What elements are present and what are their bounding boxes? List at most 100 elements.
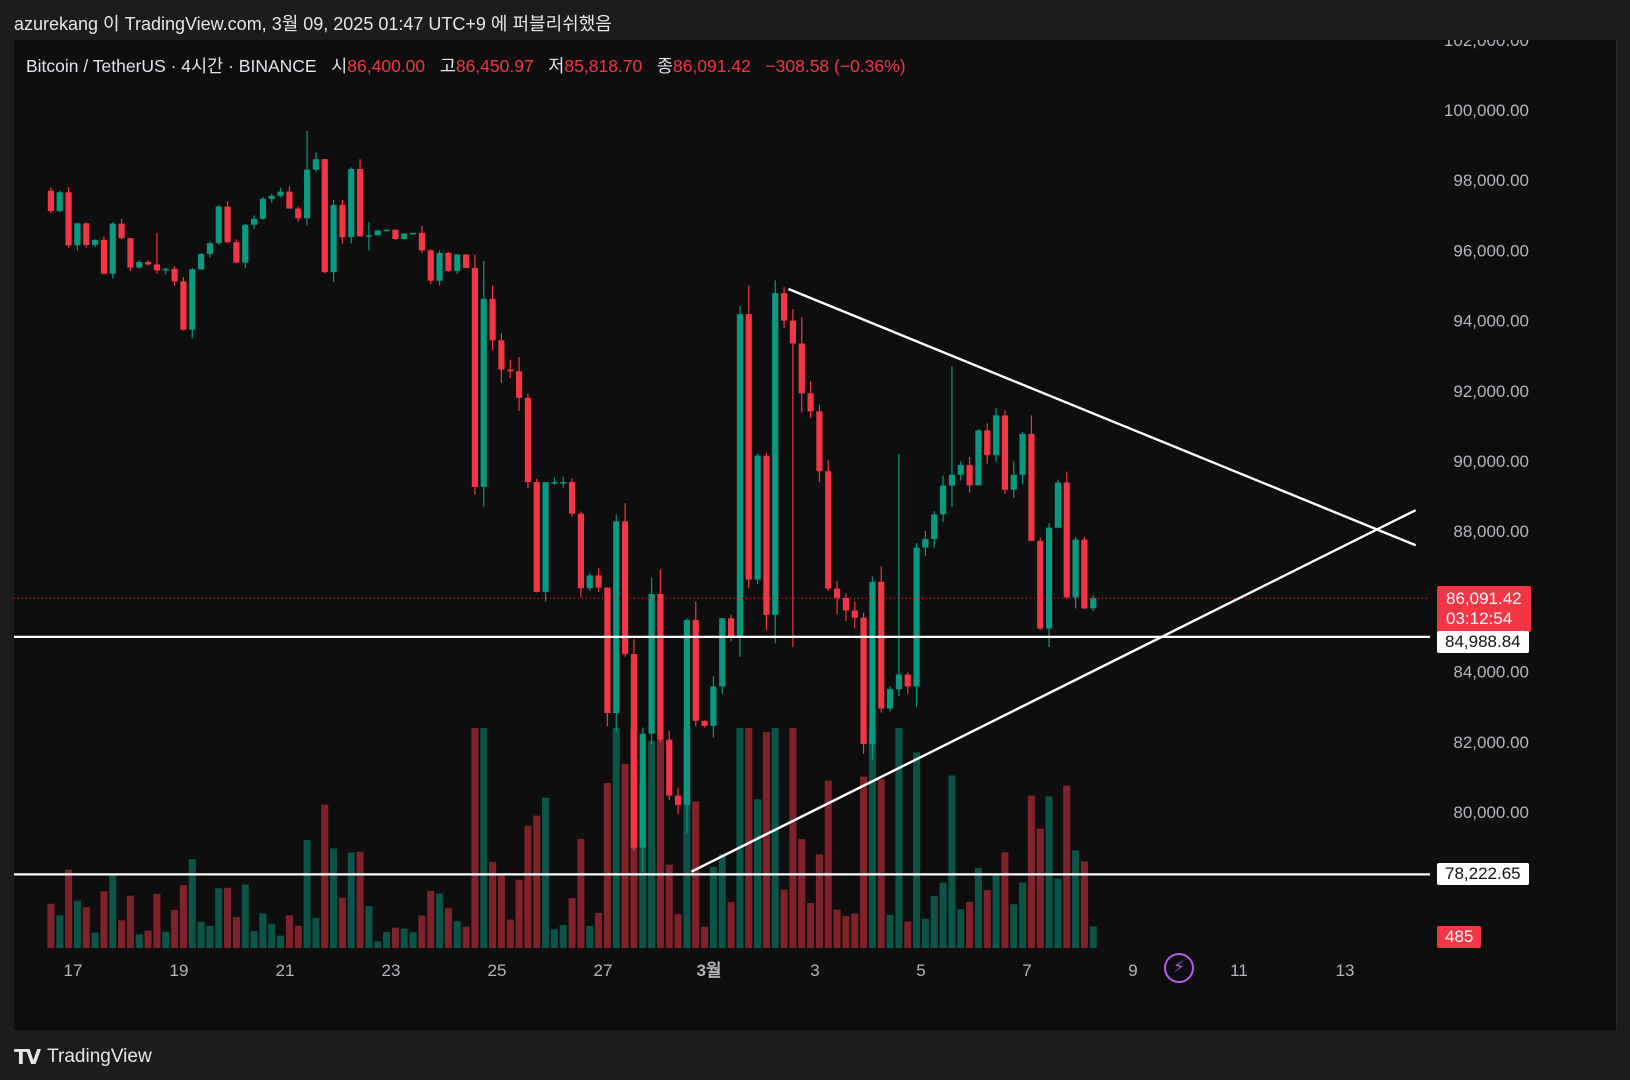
candle-body [127, 238, 134, 268]
high-label: 고 [439, 56, 456, 76]
candle-body [259, 198, 267, 219]
volume-bar [603, 782, 611, 948]
y-tick-label: 84,000.00 [1453, 663, 1529, 682]
y-tick-label: 90,000.00 [1453, 452, 1529, 471]
volume-bar [241, 884, 249, 948]
x-tick-label: 13 [1336, 961, 1355, 980]
y-tick-label: 82,000.00 [1453, 733, 1529, 752]
x-tick-label: 17 [64, 961, 83, 980]
candle-body [710, 686, 717, 726]
symbol-name[interactable]: Bitcoin / TetherUS · 4시간 · BINANCE [26, 56, 317, 76]
candle-body [91, 239, 99, 245]
candle-body [100, 239, 108, 274]
candle-body [374, 230, 381, 236]
volume-bar [144, 930, 152, 948]
volume-bar [506, 919, 514, 948]
volume-bar [47, 903, 55, 948]
brand-name: TradingView [47, 1046, 152, 1067]
candle-body [692, 619, 699, 721]
candle-body [233, 242, 240, 263]
volume-bar [383, 931, 391, 948]
volume-bar [1072, 850, 1080, 948]
volume-bar [259, 913, 267, 948]
volume-bar [453, 921, 461, 948]
volume-bar [656, 739, 664, 948]
candle-body [913, 547, 920, 687]
trendline-lower [690, 509, 1417, 873]
volume-bar [595, 912, 603, 948]
candle-body [321, 159, 328, 273]
volume-bar [1036, 828, 1044, 948]
volume-bar [559, 924, 567, 948]
candle-body [515, 371, 523, 398]
volume-bar [162, 931, 170, 948]
candle-body [1054, 482, 1062, 528]
x-tick-label: 11 [1230, 961, 1248, 980]
volume-bar [701, 926, 709, 948]
change-value: −308.58 (−0.36%) [765, 56, 906, 76]
candle-body [648, 593, 655, 734]
high-value: 86,450.97 [455, 56, 534, 76]
last-price-value: 86,091.42 [1446, 589, 1522, 608]
candle-body [171, 268, 178, 282]
volume-bar [215, 888, 223, 948]
volume-bar [780, 889, 788, 948]
close-value: 86,091.42 [672, 56, 751, 76]
candle-body [666, 739, 673, 796]
x-tick-label: 7 [1022, 961, 1031, 980]
chart-canvas[interactable]: 102,000.00100,000.0098,000.0096,000.0094… [14, 40, 1616, 1030]
volume-bar [577, 838, 585, 948]
volume-bar [948, 775, 956, 948]
candle-body [312, 159, 320, 170]
x-tick-label: 27 [594, 961, 613, 980]
candle-body [250, 218, 258, 225]
candle-body [948, 474, 956, 486]
candle-body [65, 192, 72, 246]
candle-body [498, 340, 505, 370]
volume-tag: 485 [1437, 926, 1482, 948]
volume-bar [789, 728, 797, 948]
candle-body [242, 224, 249, 263]
low-label: 저 [548, 56, 565, 76]
volume-bar [974, 867, 982, 948]
candle-body [727, 618, 735, 637]
candle-body [330, 204, 337, 273]
volume-bar [1054, 878, 1062, 948]
lightning-icon[interactable]: ⚡ [1164, 953, 1194, 983]
volume-bar [294, 925, 302, 948]
price-chart[interactable]: 102,000.00 100,000.00 98,000.00 96,000.00 94… [14, 40, 1617, 1030]
volume-bar [612, 728, 620, 948]
volume-bar [833, 909, 841, 948]
volume-bar [930, 895, 938, 948]
candle-body [524, 397, 532, 483]
volume-bar [727, 902, 735, 948]
volume-bar [365, 906, 373, 948]
candle-body [833, 588, 841, 598]
candle-body [462, 254, 470, 268]
volume-bar [268, 923, 276, 948]
volume-bar [745, 728, 753, 948]
volume-bar [224, 887, 232, 948]
candle-body [639, 733, 646, 848]
volume-bar [285, 915, 293, 948]
volume-bar [338, 897, 346, 948]
footer-brand[interactable]: TV TradingView [14, 1045, 152, 1069]
volume-bar [135, 934, 143, 948]
volume-bar [1080, 861, 1088, 948]
volume-bar [798, 839, 806, 948]
candle-body [1037, 540, 1044, 629]
volume-bar [153, 893, 161, 948]
volume-bar [303, 839, 311, 948]
candle-body [754, 455, 761, 580]
candle-body [277, 191, 284, 196]
volume-bar [497, 875, 505, 948]
close-label: 종 [656, 56, 673, 76]
countdown-value: 03:12:54 [1446, 609, 1513, 628]
candle-body [383, 229, 390, 232]
volume-bar [330, 848, 338, 948]
y-tick-label: 96,000.00 [1453, 241, 1529, 260]
volume-bar [860, 776, 868, 948]
x-tick-label: 23 [382, 961, 401, 980]
volume-bar [418, 915, 426, 948]
tradingview-logo-icon: TV [14, 1045, 41, 1069]
